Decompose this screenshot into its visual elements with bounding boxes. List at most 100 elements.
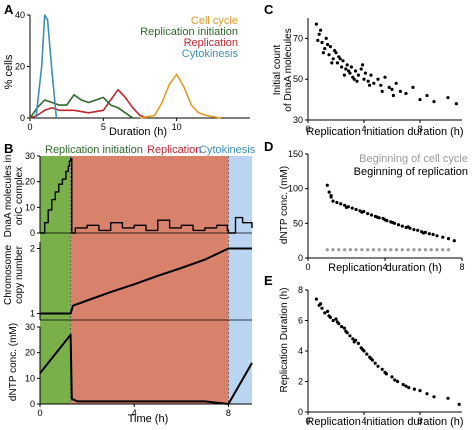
y-tick-label: 1 bbox=[30, 309, 35, 319]
data-point bbox=[356, 341, 360, 345]
x-tick-label: 0 bbox=[27, 122, 32, 132]
x-tick-label: 5 bbox=[101, 122, 106, 132]
data-point bbox=[355, 79, 359, 83]
data-point bbox=[404, 384, 408, 388]
panel-c-label: C bbox=[264, 2, 274, 17]
panel-a-ylabel: % cells bbox=[3, 54, 15, 89]
data-point-replication bbox=[421, 231, 426, 235]
data-point-replication bbox=[369, 213, 374, 217]
data-point-cell-cycle bbox=[406, 248, 410, 252]
data-point bbox=[323, 311, 327, 315]
data-point bbox=[330, 61, 334, 65]
data-point bbox=[425, 392, 429, 396]
data-point-cell-cycle bbox=[377, 248, 381, 252]
data-point bbox=[345, 63, 349, 67]
d-legend-cell-cycle: Beginning of cell cycle bbox=[359, 153, 468, 165]
data-point bbox=[340, 65, 344, 69]
y-tick-label: 0 bbox=[20, 113, 25, 123]
x-tick-label: 8 bbox=[417, 416, 422, 426]
data-point bbox=[365, 352, 369, 356]
y-tick-label: 8 bbox=[298, 285, 303, 295]
y-tick-label: 30 bbox=[25, 322, 35, 332]
series-line-replication-initiation bbox=[29, 94, 134, 119]
x-tick-label: 0 bbox=[305, 124, 310, 134]
data-point bbox=[324, 36, 328, 41]
y-tick-label: 0 bbox=[30, 399, 35, 409]
data-point bbox=[344, 67, 348, 71]
y-tick-label: 2 bbox=[30, 244, 35, 254]
panel-e: E 0 4 8 0 2 4 6 8 Replication Duration (h) Repl… bbox=[264, 273, 464, 428]
data-point bbox=[363, 71, 367, 75]
data-point bbox=[328, 45, 332, 49]
data-point bbox=[418, 98, 422, 102]
data-point bbox=[369, 357, 373, 361]
y-tick-label: 30 bbox=[293, 115, 303, 125]
data-point-cell-cycle bbox=[395, 248, 399, 252]
data-point bbox=[425, 93, 429, 98]
panel-e-xlabel: Replication initiation duration (h) bbox=[306, 416, 463, 428]
panel-c: C 0 4 8 30 50 70 Initial count of DnaA molecu… bbox=[264, 2, 464, 138]
dntp-trace bbox=[39, 333, 253, 405]
data-point-replication bbox=[339, 202, 343, 206]
data-point bbox=[372, 81, 376, 85]
data-point-replication bbox=[366, 212, 370, 216]
data-point-replication bbox=[446, 237, 451, 241]
data-point bbox=[398, 89, 402, 93]
data-point-replication bbox=[452, 239, 456, 243]
data-point bbox=[351, 337, 355, 341]
data-point-cell-cycle bbox=[366, 248, 370, 252]
data-point bbox=[379, 83, 383, 87]
data-point bbox=[368, 83, 372, 87]
y-tick-label: 150 bbox=[288, 149, 303, 159]
data-point-cell-cycle bbox=[383, 248, 387, 252]
data-point bbox=[319, 28, 323, 32]
data-point bbox=[341, 59, 345, 63]
panel-a-plot: 0 5 10 0 20 40 bbox=[15, 10, 250, 132]
data-point-replication bbox=[327, 190, 331, 194]
data-point-replication bbox=[391, 221, 395, 225]
legend-replication-initiation: Replication initiation bbox=[140, 26, 238, 38]
data-point bbox=[387, 85, 391, 89]
data-point-replication bbox=[331, 199, 335, 203]
data-point bbox=[396, 379, 400, 384]
data-point-replication bbox=[375, 215, 379, 219]
data-point-replication bbox=[343, 203, 347, 207]
legend-cell-cycle: Cell cycle bbox=[191, 15, 238, 27]
y-tick-label: 30 bbox=[25, 151, 35, 161]
data-point-replication bbox=[400, 224, 404, 228]
y-tick-label: 0 bbox=[298, 407, 303, 417]
y-tick-label: 20 bbox=[25, 177, 35, 187]
data-point bbox=[432, 100, 436, 104]
data-point-replication bbox=[441, 235, 445, 239]
data-point bbox=[333, 49, 337, 53]
data-point bbox=[335, 61, 339, 65]
data-point bbox=[412, 387, 416, 391]
data-point bbox=[383, 75, 387, 79]
y-tick-label: 10 bbox=[25, 373, 35, 383]
panel-b-phase-backgrounds bbox=[40, 156, 252, 404]
data-point-cell-cycle bbox=[371, 248, 375, 252]
data-point bbox=[334, 317, 338, 321]
data-point bbox=[432, 395, 436, 399]
y-tick-label: 0 bbox=[298, 253, 303, 263]
x-tick-label: 10 bbox=[172, 122, 182, 132]
panel-a-xlabel: Duration (h) bbox=[109, 126, 167, 138]
d-legend-replication: Beginning of replication bbox=[354, 166, 468, 178]
data-point bbox=[331, 57, 335, 61]
panel-b-xlabel: Time (h) bbox=[128, 413, 169, 425]
data-point bbox=[327, 53, 331, 57]
data-point bbox=[323, 47, 327, 51]
data-point-replication bbox=[416, 228, 420, 232]
data-point-replication bbox=[427, 232, 431, 236]
legend-cytokinesis: Cytokinesis bbox=[182, 48, 239, 60]
b-ylabel-chrom-line2: copy number bbox=[14, 245, 25, 303]
data-point bbox=[361, 63, 365, 67]
data-point-cell-cycle bbox=[331, 248, 335, 252]
data-point-cell-cycle bbox=[337, 248, 341, 252]
dnaa-trace bbox=[40, 157, 253, 234]
data-point-replication bbox=[360, 210, 364, 214]
panel-a-legend: Cell cycle Replication initiation Replic… bbox=[140, 15, 238, 60]
y-tick-label: 50 bbox=[293, 74, 303, 84]
